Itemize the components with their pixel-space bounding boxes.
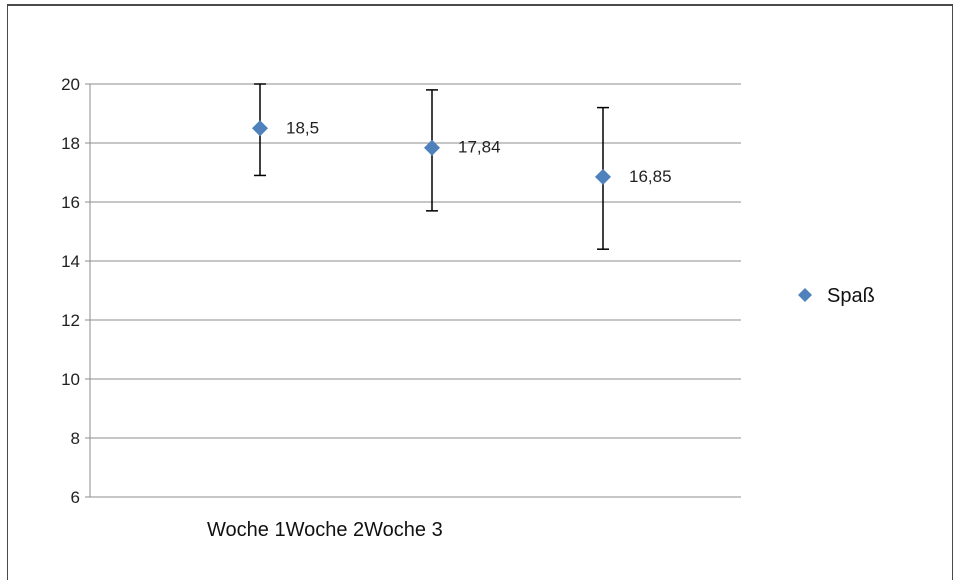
y-tick-label: 10 [61, 370, 80, 389]
series-layer [252, 83, 611, 250]
chart-frame [7, 4, 953, 580]
label-layer: Woche 1Woche 2Woche 3 18,5 17,84 16,85 [207, 118, 672, 541]
x-category-label: Woche 3 [364, 519, 443, 541]
y-tick-label: 6 [71, 488, 80, 507]
legend: Spaß [798, 285, 875, 307]
y-tick-label: 14 [61, 252, 80, 271]
legend-label: Spaß [827, 285, 875, 307]
data-label: 17,84 [458, 138, 501, 157]
data-point [252, 120, 268, 137]
x-category-label: Woche 2 [286, 519, 365, 541]
x-category-label: Woche 1 [207, 519, 286, 541]
y-tick-label: 12 [61, 311, 80, 330]
y-tick-label: 18 [61, 134, 80, 153]
data-point [595, 168, 611, 185]
data-point [424, 139, 440, 156]
axis-layer: 6 8 10 12 14 16 18 20 [61, 75, 741, 507]
y-tick-label: 16 [61, 193, 80, 212]
y-tick-label: 20 [61, 75, 80, 94]
legend-marker [798, 288, 812, 302]
grid-layer [90, 83, 741, 439]
data-label: 16,85 [629, 167, 672, 186]
x-category-labels: Woche 1Woche 2Woche 3 [207, 519, 443, 541]
y-tick-label: 8 [71, 429, 80, 448]
data-label: 18,5 [286, 118, 319, 137]
